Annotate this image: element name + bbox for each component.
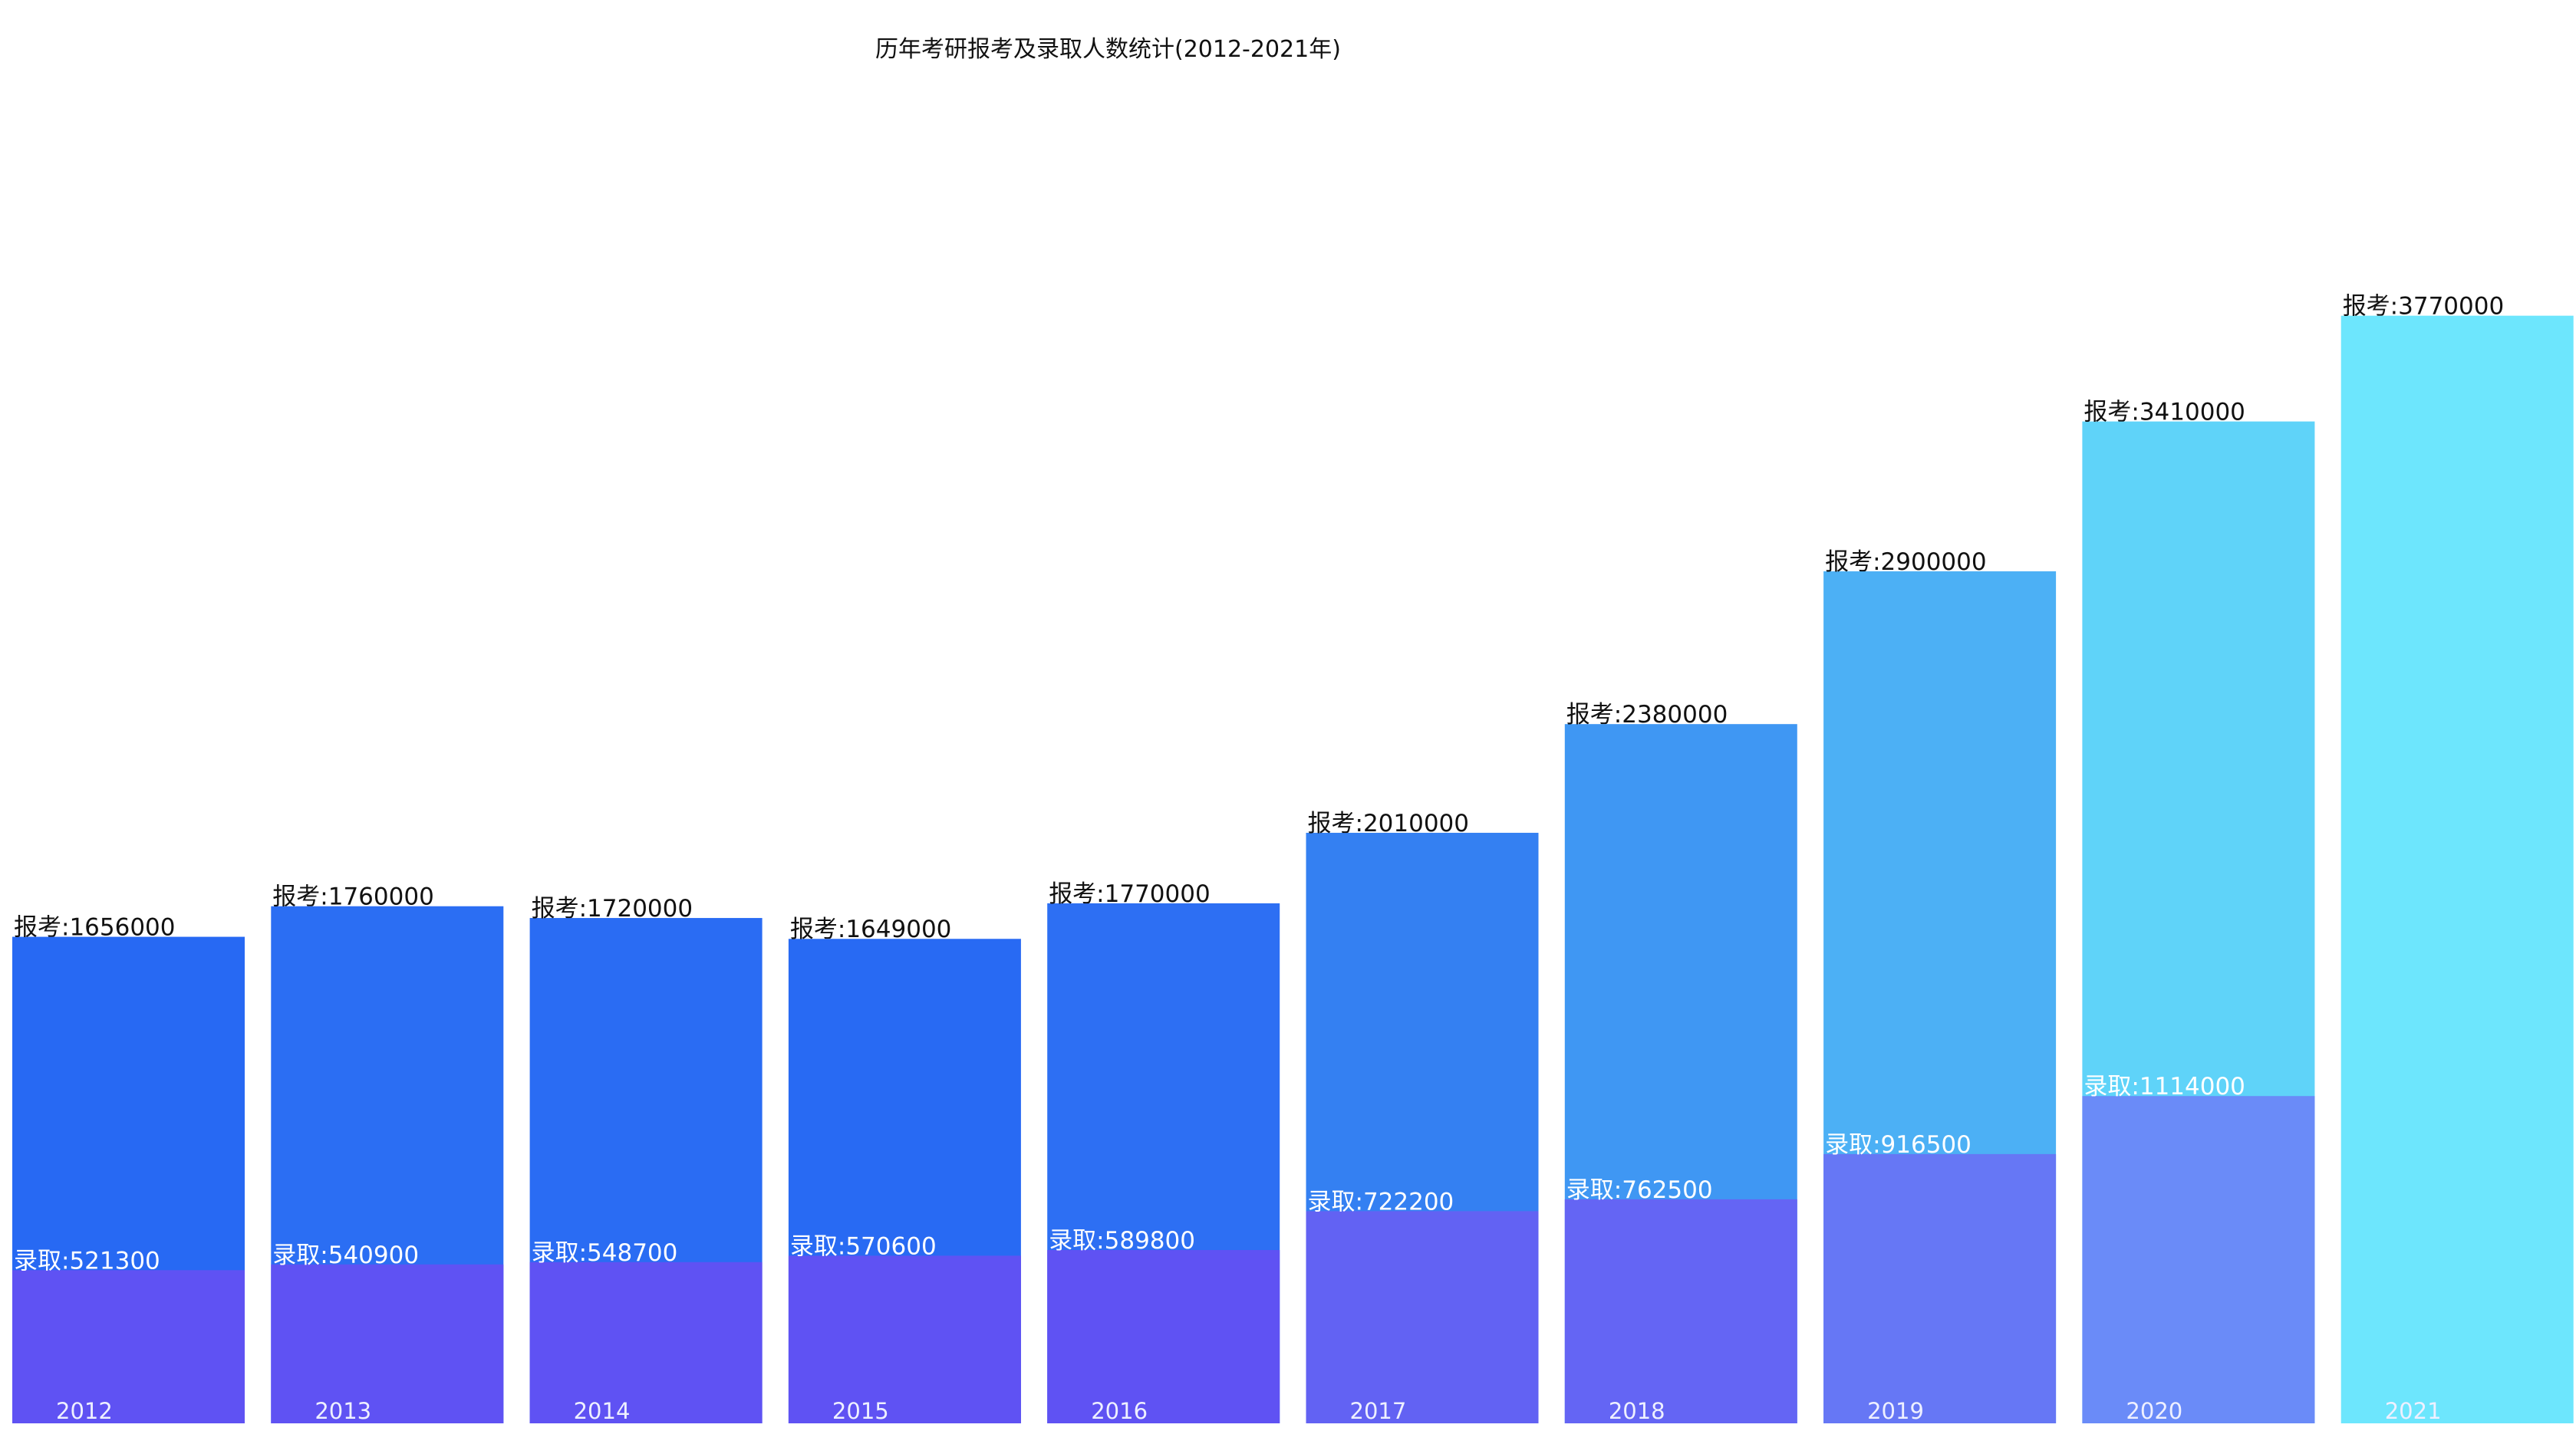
label-apply-2019: 报考:2900000 — [1825, 548, 1987, 576]
x-tick-label-2017: 2017 — [1350, 1398, 1407, 1424]
label-admit-2014: 录取:548700 — [532, 1239, 678, 1267]
bar-admit-2012 — [12, 1270, 245, 1423]
bar-admit-2020 — [2082, 1096, 2315, 1423]
label-admit-2012: 录取:521300 — [14, 1247, 160, 1275]
label-apply-2016: 报考:1770000 — [1049, 880, 1211, 908]
label-admit-2019: 录取:916500 — [1825, 1131, 1972, 1159]
chart-title: 历年考研报考及录取人数统计(2012-2021年) — [875, 36, 1341, 63]
label-apply-2021: 报考:3770000 — [2343, 293, 2505, 321]
bar-admit-2018 — [1564, 1199, 1797, 1423]
bar-admit-2019 — [1823, 1153, 2057, 1423]
x-tick-label-2012: 2012 — [56, 1398, 113, 1424]
x-tick-label-2020: 2020 — [2126, 1398, 2182, 1424]
label-apply-2015: 报考:1649000 — [790, 916, 952, 943]
label-admit-2020: 录取:1114000 — [2084, 1073, 2245, 1100]
bar-admit-2014 — [529, 1262, 763, 1423]
label-apply-2013: 报考:1760000 — [272, 883, 434, 911]
bars-layer — [12, 315, 2574, 1424]
x-tick-label-2013: 2013 — [315, 1398, 371, 1424]
label-apply-2020: 报考:3410000 — [2084, 399, 2245, 426]
label-admit-2016: 录取:589800 — [1049, 1227, 1195, 1255]
label-admit-2013: 录取:540900 — [272, 1242, 419, 1269]
x-tick-label-2019: 2019 — [1867, 1398, 1924, 1424]
bar-admit-2016 — [1047, 1250, 1280, 1423]
bar-admit-2013 — [271, 1264, 504, 1423]
x-tick-label-2016: 2016 — [1091, 1398, 1148, 1424]
label-apply-2014: 报考:1720000 — [532, 895, 693, 923]
labels-layer: 报考:1656000 录取:521300 2012 报考:1760000 录取:5409… — [14, 293, 2504, 1424]
x-tick-label-2018: 2018 — [1609, 1398, 1665, 1424]
bar-admit-2015 — [788, 1255, 1021, 1423]
bar-apply-2021 — [2340, 315, 2574, 1423]
bar-admit-2017 — [1306, 1211, 1539, 1423]
label-admit-2015: 录取:570600 — [790, 1232, 937, 1260]
label-admit-2018: 录取:762500 — [1566, 1176, 1713, 1204]
label-apply-2012: 报考:1656000 — [14, 914, 176, 942]
label-apply-2017: 报考:2010000 — [1308, 810, 1470, 837]
x-tick-label-2021: 2021 — [2385, 1398, 2442, 1424]
x-tick-label-2014: 2014 — [574, 1398, 631, 1424]
label-admit-2017: 录取:722200 — [1308, 1188, 1454, 1216]
x-tick-label-2015: 2015 — [832, 1398, 889, 1424]
label-apply-2018: 报考:2380000 — [1566, 701, 1728, 729]
